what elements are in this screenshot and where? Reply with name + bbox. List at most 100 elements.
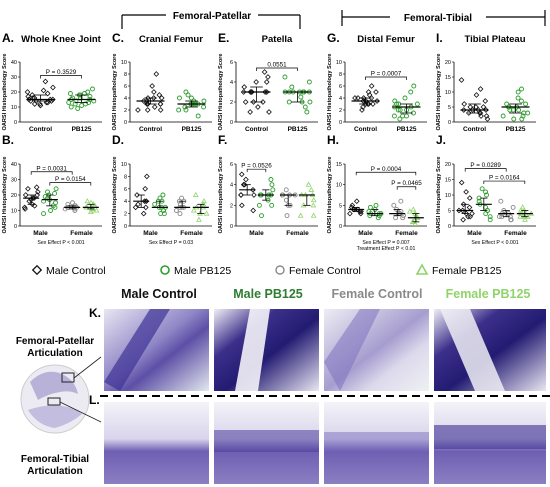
y-tick-label: 4 bbox=[124, 96, 127, 102]
y-tick-label: 5 bbox=[339, 203, 342, 209]
data-point bbox=[519, 86, 524, 92]
y-tick-label: 6 bbox=[124, 187, 127, 193]
p-value-label: P = 0.0164 bbox=[489, 175, 520, 182]
data-point bbox=[393, 215, 399, 221]
data-point bbox=[253, 79, 259, 85]
row-label-line: Femoral-Patellar bbox=[16, 336, 94, 347]
data-point bbox=[242, 99, 249, 105]
data-point bbox=[402, 95, 408, 101]
femoral-patellar-bracket bbox=[121, 14, 301, 29]
significance-bracket bbox=[49, 182, 92, 186]
y-tick-label: 15 bbox=[336, 162, 342, 168]
chart-title: Tibial Plateau bbox=[464, 34, 525, 45]
panel-letter-l: L. bbox=[89, 393, 100, 407]
data-point bbox=[48, 208, 54, 213]
data-point bbox=[305, 181, 312, 187]
y-axis-label: OARSI Histopathology Score bbox=[2, 156, 8, 233]
data-point bbox=[259, 213, 264, 219]
data-point bbox=[480, 104, 487, 110]
y-tick-label: 30 bbox=[11, 178, 17, 184]
panel-letter: E. bbox=[218, 31, 229, 45]
panel-letter: D. bbox=[112, 133, 124, 147]
data-point bbox=[284, 213, 290, 219]
data-point bbox=[516, 107, 522, 113]
significance-bracket bbox=[355, 171, 417, 176]
y-tick-label: 2 bbox=[230, 203, 233, 209]
y-tick-label: 10 bbox=[121, 60, 127, 66]
data-point bbox=[185, 92, 191, 98]
data-point bbox=[483, 107, 489, 113]
x-tick-label: Control bbox=[29, 126, 52, 133]
data-point bbox=[353, 198, 360, 205]
y-tick-label: 10 bbox=[336, 60, 342, 66]
significance-bracket bbox=[483, 180, 526, 185]
panel-letter: H. bbox=[327, 133, 339, 147]
data-point bbox=[26, 96, 32, 103]
x-tick-label: PB125 bbox=[506, 126, 526, 133]
y-tick-label: 4 bbox=[124, 199, 127, 205]
data-point bbox=[410, 206, 417, 212]
data-point bbox=[188, 95, 194, 101]
data-point bbox=[515, 95, 521, 101]
data-point bbox=[263, 79, 270, 85]
column-label-male-control: Male Control bbox=[121, 287, 197, 301]
data-point bbox=[463, 189, 469, 195]
p-value-label: P = 0.0526 bbox=[241, 163, 272, 170]
data-point bbox=[260, 99, 266, 105]
y-axis-label: OARSI Histopathology Score bbox=[218, 156, 224, 233]
data-point bbox=[350, 206, 357, 213]
legend-label: Male Control bbox=[46, 265, 106, 277]
data-point bbox=[135, 201, 141, 208]
histology-image-male-control-tibial bbox=[104, 402, 209, 484]
y-tick-label: 2 bbox=[230, 100, 233, 106]
scatter-charts: A. Whole Knee Joint OARSI Histopathology S… bbox=[2, 31, 536, 252]
y-tick-label: 8 bbox=[339, 72, 342, 78]
series-female-control bbox=[496, 198, 516, 223]
data-point bbox=[269, 202, 275, 208]
data-point bbox=[239, 202, 245, 209]
y-tick-label: 0 bbox=[339, 120, 342, 126]
data-point bbox=[356, 208, 363, 215]
data-point bbox=[75, 106, 81, 111]
data-point bbox=[79, 103, 85, 108]
series-pb125 bbox=[500, 86, 531, 122]
data-point bbox=[496, 214, 502, 220]
effect-footnote: Sex Effect P = 0.03 bbox=[149, 240, 193, 246]
chart-d: D. OARSI Histopathology Score 0 2 4 6 8 10 Male F… bbox=[112, 133, 212, 246]
data-point bbox=[519, 204, 526, 210]
p-value-label: P = 0.3529 bbox=[46, 69, 77, 76]
data-point bbox=[487, 217, 493, 223]
y-tick-label: 0 bbox=[230, 224, 233, 230]
data-point bbox=[286, 99, 292, 105]
data-point bbox=[412, 220, 419, 226]
series-female-control bbox=[389, 198, 406, 221]
data-point bbox=[37, 102, 44, 109]
y-tick-label: 20 bbox=[11, 193, 17, 199]
significance-bracket bbox=[365, 76, 407, 80]
legend-item-male-pb125: Male PB125 bbox=[160, 265, 231, 277]
section-headers: Femoral-Patellar Femoral-Tibial bbox=[121, 10, 546, 29]
data-point bbox=[31, 101, 38, 107]
data-point bbox=[30, 195, 36, 201]
data-point bbox=[68, 104, 74, 110]
row-label-line: Femoral-Tibial bbox=[21, 454, 89, 465]
series-female-pb125 bbox=[82, 198, 100, 215]
data-point bbox=[84, 198, 91, 204]
x-tick-label: Female bbox=[395, 230, 418, 237]
y-axis-label: OARSI Histopathology Score bbox=[112, 53, 118, 130]
y-tick-label: 4 bbox=[339, 96, 342, 102]
data-point bbox=[160, 192, 166, 198]
x-tick-label: Female bbox=[286, 230, 309, 237]
x-tick-label: Control bbox=[139, 126, 162, 133]
effect-footnote: Sex Effect P < 0.001 bbox=[471, 240, 518, 246]
data-point bbox=[192, 191, 199, 198]
chart-g: G. Distal Femur OARSI Histopathology Score… bbox=[327, 31, 427, 133]
data-point bbox=[283, 187, 289, 193]
y-tick-label: 4 bbox=[230, 80, 233, 86]
data-point bbox=[24, 89, 31, 95]
data-point bbox=[414, 101, 420, 107]
p-value-label: P = 0.0004 bbox=[371, 166, 402, 173]
data-point bbox=[487, 214, 493, 220]
data-point bbox=[270, 187, 276, 193]
data-point bbox=[347, 210, 353, 217]
